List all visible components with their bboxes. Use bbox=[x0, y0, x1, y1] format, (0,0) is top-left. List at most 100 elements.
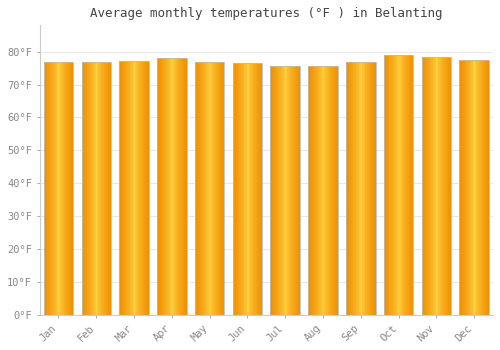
Bar bbox=[72, 62, 73, 315]
Bar bbox=[250, 63, 251, 315]
Bar bbox=[351, 62, 352, 315]
Bar bbox=[135, 61, 136, 315]
Bar bbox=[284, 66, 285, 315]
Bar bbox=[272, 66, 274, 315]
Bar bbox=[206, 62, 208, 315]
Bar bbox=[428, 57, 429, 315]
Bar bbox=[142, 61, 143, 315]
Bar bbox=[92, 62, 94, 315]
Bar bbox=[182, 58, 183, 315]
Bar bbox=[276, 66, 277, 315]
Bar bbox=[234, 63, 235, 315]
Bar bbox=[356, 62, 357, 315]
Bar bbox=[83, 62, 84, 315]
Bar bbox=[477, 60, 478, 315]
Bar bbox=[467, 60, 468, 315]
Bar bbox=[309, 66, 310, 315]
Bar bbox=[426, 57, 427, 315]
Title: Average monthly temperatures (°F ) in Belanting: Average monthly temperatures (°F ) in Be… bbox=[90, 7, 443, 20]
Bar bbox=[296, 66, 297, 315]
Bar bbox=[66, 62, 68, 315]
Bar bbox=[370, 62, 371, 315]
Bar bbox=[259, 63, 260, 315]
Bar bbox=[432, 57, 434, 315]
Bar bbox=[409, 55, 410, 315]
Bar bbox=[208, 62, 209, 315]
Bar bbox=[460, 60, 461, 315]
Bar bbox=[404, 55, 405, 315]
Bar bbox=[410, 55, 411, 315]
Bar bbox=[395, 55, 396, 315]
Bar bbox=[51, 62, 52, 315]
Bar bbox=[95, 62, 96, 315]
Bar bbox=[375, 62, 376, 315]
Bar bbox=[163, 58, 164, 315]
Bar bbox=[431, 57, 432, 315]
Bar bbox=[308, 66, 309, 315]
Bar bbox=[329, 66, 330, 315]
Bar bbox=[464, 60, 466, 315]
Bar bbox=[460, 60, 489, 315]
Bar bbox=[254, 63, 255, 315]
Bar bbox=[398, 55, 400, 315]
Bar bbox=[88, 62, 89, 315]
Bar bbox=[483, 60, 484, 315]
Bar bbox=[312, 66, 314, 315]
Bar bbox=[289, 66, 290, 315]
Bar bbox=[397, 55, 398, 315]
Bar bbox=[98, 62, 99, 315]
Bar bbox=[430, 57, 431, 315]
Bar bbox=[325, 66, 326, 315]
Bar bbox=[161, 58, 162, 315]
Bar bbox=[314, 66, 315, 315]
Bar bbox=[219, 62, 220, 315]
Bar bbox=[143, 61, 144, 315]
Bar bbox=[485, 60, 486, 315]
Bar bbox=[461, 60, 462, 315]
Bar bbox=[103, 62, 104, 315]
Bar bbox=[122, 61, 123, 315]
Bar bbox=[44, 62, 45, 315]
Bar bbox=[124, 61, 125, 315]
Bar bbox=[422, 57, 423, 315]
Bar bbox=[388, 55, 389, 315]
Bar bbox=[412, 55, 414, 315]
Bar bbox=[334, 66, 335, 315]
Bar bbox=[217, 62, 218, 315]
Bar bbox=[255, 63, 256, 315]
Bar bbox=[336, 66, 337, 315]
Bar bbox=[89, 62, 90, 315]
Bar bbox=[55, 62, 56, 315]
Bar bbox=[176, 58, 177, 315]
Bar bbox=[164, 58, 165, 315]
Bar bbox=[256, 63, 257, 315]
Bar bbox=[52, 62, 54, 315]
Bar bbox=[402, 55, 403, 315]
Bar bbox=[436, 57, 437, 315]
Bar bbox=[46, 62, 48, 315]
Bar bbox=[277, 66, 278, 315]
Bar bbox=[324, 66, 325, 315]
Bar bbox=[102, 62, 103, 315]
Bar bbox=[94, 62, 95, 315]
Bar bbox=[396, 55, 397, 315]
Bar bbox=[237, 63, 238, 315]
Bar bbox=[292, 66, 294, 315]
Bar bbox=[134, 61, 135, 315]
Bar bbox=[366, 62, 368, 315]
Bar bbox=[422, 57, 451, 315]
Bar bbox=[136, 61, 137, 315]
Bar bbox=[126, 61, 128, 315]
Bar bbox=[294, 66, 295, 315]
Bar bbox=[372, 62, 374, 315]
Bar bbox=[369, 62, 370, 315]
Bar bbox=[258, 63, 259, 315]
Bar bbox=[297, 66, 298, 315]
Bar bbox=[198, 62, 200, 315]
Bar bbox=[210, 62, 211, 315]
Bar bbox=[196, 62, 197, 315]
Bar bbox=[270, 66, 300, 315]
Bar bbox=[328, 66, 329, 315]
Bar bbox=[257, 63, 258, 315]
Bar bbox=[241, 63, 242, 315]
